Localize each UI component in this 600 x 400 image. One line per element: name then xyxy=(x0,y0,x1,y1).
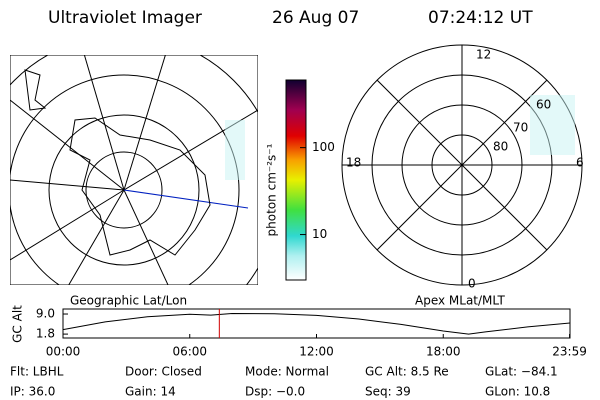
geo-map xyxy=(10,55,258,285)
colorbar-tick-label: 100 xyxy=(312,140,335,154)
lat-label: 70 xyxy=(513,121,528,135)
title: Ultraviolet Imager xyxy=(48,8,202,28)
mlt-label: 6 xyxy=(576,156,584,170)
y-tick-label: 9.0 xyxy=(36,307,55,321)
mlt-label: 0 xyxy=(468,277,476,291)
y-axis-label: GC Alt xyxy=(11,305,25,343)
left-map-label: Geographic Lat/Lon xyxy=(70,294,187,308)
info-field: Flt: LBHL xyxy=(10,365,64,379)
x-tick-label: 12:00 xyxy=(299,345,334,359)
right-map-label: Apex MLat/MLT xyxy=(415,294,505,308)
info-field: GLat: −84.1 xyxy=(485,365,558,379)
x-tick-label: 23:59 xyxy=(552,345,587,359)
x-tick-label: 18:00 xyxy=(426,345,461,359)
info-field: Gain: 14 xyxy=(125,385,176,399)
colorbar xyxy=(285,79,307,281)
mlt-label: 12 xyxy=(476,48,491,62)
lat-label: 80 xyxy=(493,140,508,154)
aurora-glow xyxy=(530,95,575,155)
info-field: IP: 36.0 xyxy=(10,385,55,399)
x-tick-label: 00:00 xyxy=(46,345,81,359)
plot-frame xyxy=(62,308,571,339)
colorbar-label: photon cm⁻²s⁻¹ xyxy=(265,143,279,236)
polar-map xyxy=(341,44,583,286)
x-tick-label: 06:00 xyxy=(172,345,207,359)
info-field: Seq: 39 xyxy=(365,385,411,399)
info-field: GLon: 10.8 xyxy=(485,385,550,399)
info-field: Dsp: −0.0 xyxy=(245,385,305,399)
y-tick-label: 1.8 xyxy=(36,327,55,341)
info-field: Mode: Normal xyxy=(245,365,329,379)
date: 26 Aug 07 xyxy=(272,8,359,28)
mlt-label: 18 xyxy=(346,156,361,170)
aurora-glow xyxy=(225,120,245,180)
gc-alt-line xyxy=(62,312,571,335)
time: 07:24:12 UT xyxy=(428,8,533,28)
info-field: GC Alt: 8.5 Re xyxy=(365,365,449,379)
info-field: Door: Closed xyxy=(125,365,202,379)
colorbar-tick-label: 10 xyxy=(312,227,327,241)
lat-label: 60 xyxy=(536,98,551,112)
